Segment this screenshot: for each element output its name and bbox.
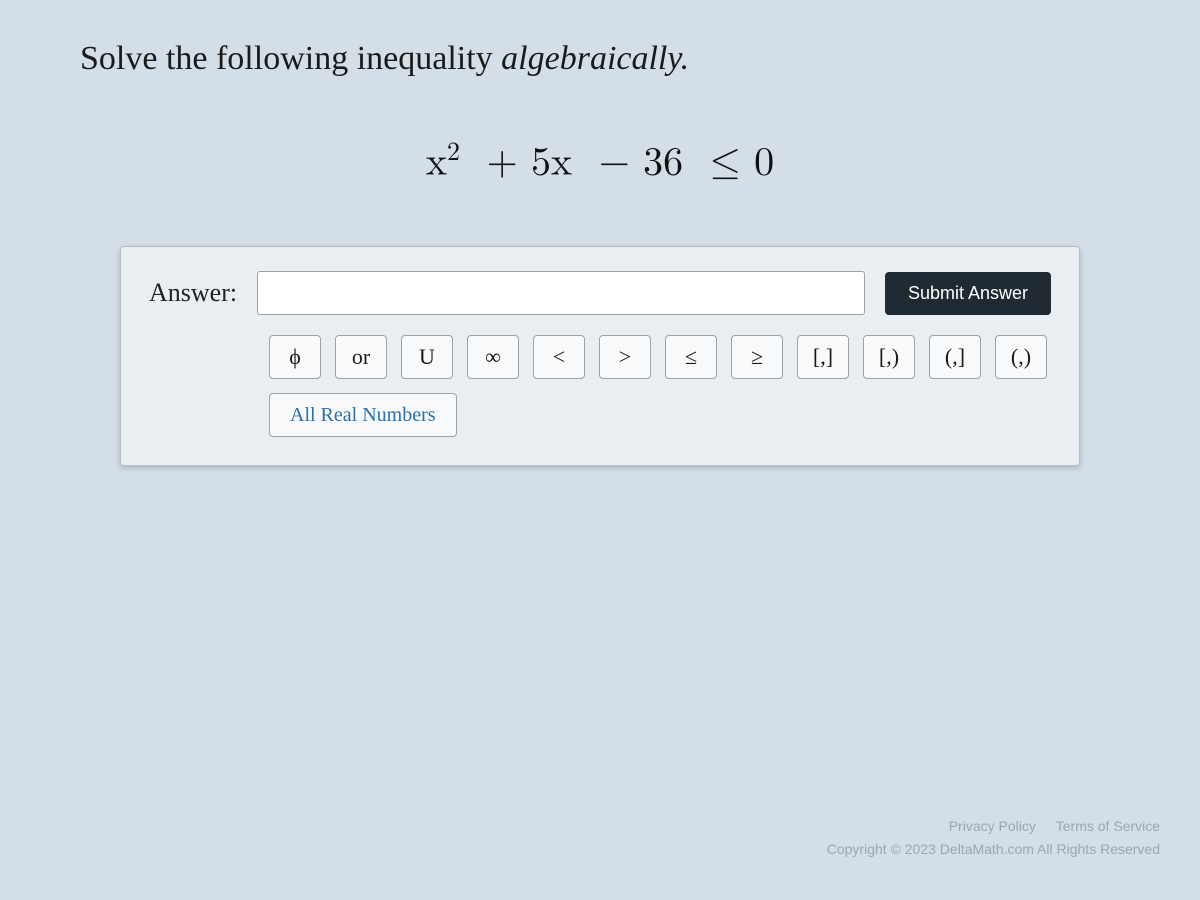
union-button[interactable]: U [401,335,453,379]
submit-answer-button[interactable]: Submit Answer [885,272,1051,315]
equation-exponent: 2 [447,140,460,166]
inequality-expression: x2 + 5x − 36 ≤ 0 [80,138,1120,186]
answer-label: Answer: [149,278,237,308]
page-footer: Privacy Policy Terms of Service Copyrigh… [827,815,1160,860]
less-than-button[interactable]: < [533,335,585,379]
closed-open-button[interactable]: [,) [863,335,915,379]
equation-var: x [426,142,447,182]
equation-relation: ≤ [710,142,741,182]
phi-button[interactable]: ϕ [269,335,321,379]
prompt-lead: Solve the following inequality [80,40,501,77]
infinity-button[interactable]: ∞ [467,335,519,379]
all-real-numbers-button[interactable]: All Real Numbers [269,393,457,437]
page: Solve the following inequality algebraic… [0,0,1200,900]
equation-var-2: x [551,142,572,182]
equation-constant: 36 [643,142,683,182]
prompt-italic: algebraically. [501,40,689,77]
greater-than-button[interactable]: > [599,335,651,379]
answer-row: Answer: Submit Answer [149,271,1051,315]
closed-closed-button[interactable]: [,] [797,335,849,379]
open-closed-button[interactable]: (,] [929,335,981,379]
terms-of-service-link[interactable]: Terms of Service [1056,818,1160,834]
equation-linear-coeff: 5 [531,142,551,182]
copyright-text: Copyright © 2023 DeltaMath.com All Right… [827,838,1160,860]
equation-rhs: 0 [754,142,774,182]
open-open-button[interactable]: (,) [995,335,1047,379]
privacy-policy-link[interactable]: Privacy Policy [949,818,1036,834]
answer-input[interactable] [257,271,865,315]
or-button[interactable]: or [335,335,387,379]
answer-panel: Answer: Submit Answer ϕ or U ∞ < > ≤ ≥ [… [120,246,1080,466]
symbol-button-row: ϕ or U ∞ < > ≤ ≥ [,] [,) (,] (,) [269,335,1051,379]
all-real-row: All Real Numbers [269,379,1051,437]
less-equal-button[interactable]: ≤ [665,335,717,379]
question-prompt: Solve the following inequality algebraic… [80,40,1120,78]
greater-equal-button[interactable]: ≥ [731,335,783,379]
